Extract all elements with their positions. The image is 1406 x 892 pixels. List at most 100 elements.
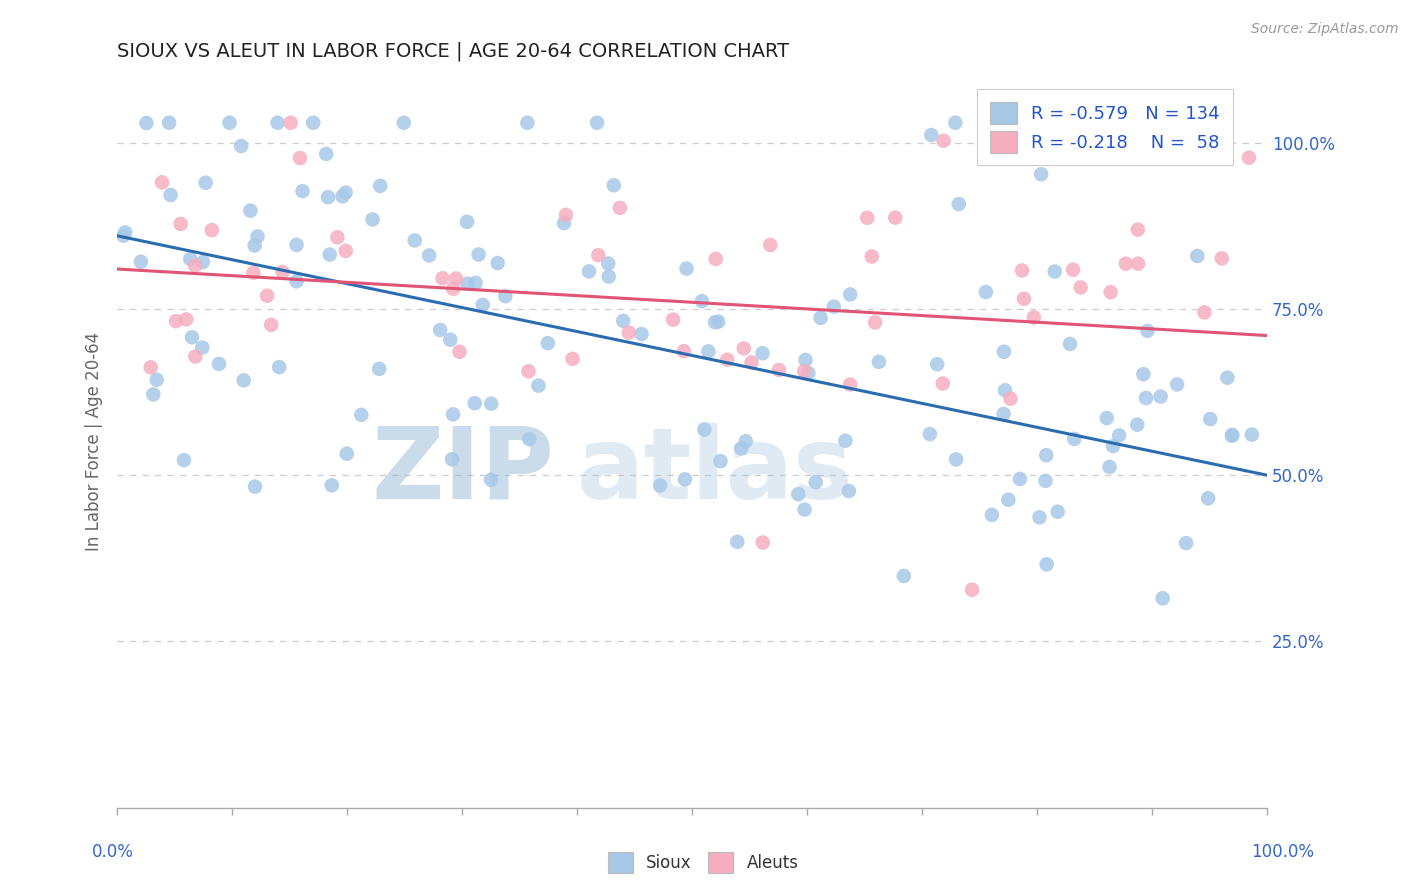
Point (232, 373, 254, 387)
Point (302, 116, 325, 130)
Point (291, 184, 314, 198)
Point (561, 351, 583, 366)
Point (834, 434, 856, 448)
Point (332, 189, 354, 203)
Point (1012, 292, 1035, 306)
Point (266, 116, 288, 130)
Text: atlas: atlas (576, 423, 853, 520)
Point (392, 116, 415, 130)
Point (948, 197, 970, 211)
Point (316, 190, 339, 204)
Point (945, 452, 967, 467)
Point (839, 377, 862, 392)
Point (231, 139, 253, 153)
Point (479, 397, 502, 411)
Point (440, 452, 463, 467)
Point (1166, 377, 1188, 392)
Point (1035, 448, 1057, 462)
Point (793, 364, 815, 378)
Point (418, 248, 440, 262)
Point (449, 344, 471, 359)
Point (838, 483, 860, 498)
Point (1197, 491, 1219, 506)
Point (1194, 305, 1216, 319)
Point (860, 250, 883, 264)
Point (464, 396, 486, 410)
Point (271, 265, 294, 279)
Point (804, 475, 827, 489)
Point (1046, 505, 1069, 519)
Point (1132, 367, 1154, 381)
Point (280, 116, 302, 130)
Point (741, 355, 763, 369)
Point (893, 569, 915, 583)
Point (269, 360, 291, 375)
Point (326, 230, 349, 244)
Text: 0.0%: 0.0% (91, 843, 134, 861)
Point (1126, 222, 1149, 236)
Point (486, 256, 509, 270)
Point (856, 211, 879, 225)
Point (943, 116, 966, 130)
Point (184, 350, 207, 364)
Text: Source: ZipAtlas.com: Source: ZipAtlas.com (1251, 22, 1399, 37)
Point (142, 387, 165, 401)
Point (1237, 151, 1260, 165)
Point (612, 314, 634, 328)
Point (1098, 459, 1121, 474)
Point (974, 285, 997, 299)
Point (690, 294, 713, 309)
Point (1011, 263, 1033, 277)
Point (704, 252, 727, 266)
Point (1035, 474, 1057, 488)
Point (114, 226, 136, 240)
Point (993, 407, 1015, 421)
Point (315, 147, 337, 161)
Point (256, 288, 278, 302)
Point (1043, 264, 1066, 278)
Point (751, 346, 773, 360)
Point (174, 312, 197, 326)
Point (672, 344, 695, 359)
Point (733, 342, 755, 356)
Point (734, 434, 756, 449)
Point (997, 492, 1019, 507)
Point (932, 134, 955, 148)
Point (516, 116, 538, 130)
Point (260, 318, 283, 332)
Point (768, 363, 790, 377)
Point (980, 508, 1002, 522)
Point (321, 478, 343, 492)
Point (927, 357, 949, 371)
Point (863, 315, 886, 329)
Point (993, 344, 1015, 359)
Point (208, 357, 231, 371)
Point (441, 282, 464, 296)
Point (150, 175, 173, 189)
Point (1099, 285, 1122, 300)
Point (201, 223, 224, 237)
Point (810, 310, 832, 325)
Point (288, 151, 311, 165)
Point (1095, 411, 1118, 425)
Legend: R = -0.579   N = 134, R = -0.218    N =  58: R = -0.579 N = 134, R = -0.218 N = 58 (977, 89, 1233, 165)
Point (471, 298, 494, 312)
Text: SIOUX VS ALEUT IN LABOR FORCE | AGE 20-64 CORRELATION CHART: SIOUX VS ALEUT IN LABOR FORCE | AGE 20-6… (117, 42, 789, 62)
Point (494, 289, 516, 303)
Point (994, 384, 1017, 398)
Point (1220, 428, 1243, 442)
Point (704, 315, 727, 329)
Point (184, 259, 207, 273)
Point (181, 330, 204, 344)
Point (1126, 417, 1149, 432)
Legend: Sioux, Aleuts: Sioux, Aleuts (600, 846, 806, 880)
Point (464, 276, 486, 290)
Point (793, 502, 815, 516)
Point (191, 255, 214, 269)
Point (716, 352, 738, 367)
Point (662, 312, 685, 326)
Point (145, 373, 167, 387)
Point (1136, 324, 1159, 338)
Point (693, 423, 716, 437)
Point (441, 408, 464, 422)
